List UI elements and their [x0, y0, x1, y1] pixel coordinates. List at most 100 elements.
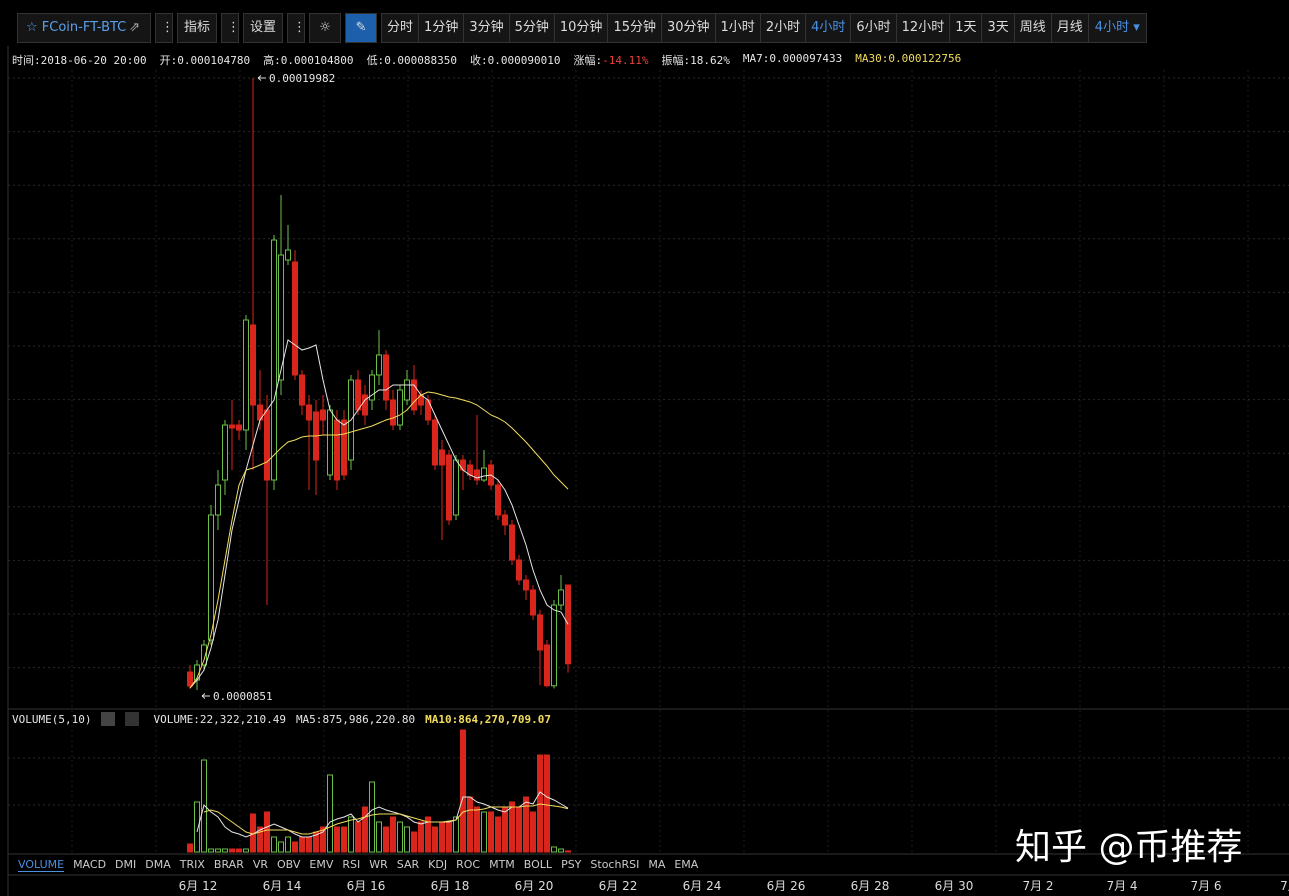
- price-marker: 0.00019982: [269, 72, 335, 85]
- menu[interactable]: ⋮: [221, 13, 240, 43]
- period-button[interactable]: 2小时: [760, 13, 807, 43]
- draw-button[interactable]: ✎: [345, 13, 378, 43]
- volume-bar: [460, 729, 466, 853]
- price-marker: 0.0000851: [213, 690, 273, 703]
- volume-bar: [446, 821, 452, 853]
- candle-body: [390, 399, 396, 426]
- info-item: MA7:0.000097433: [743, 52, 842, 68]
- period-button[interactable]: 月线: [1051, 13, 1089, 43]
- candle-body: [446, 454, 452, 521]
- indicator-tab[interactable]: SAR: [396, 858, 420, 871]
- candle-body: [306, 404, 312, 421]
- volume-info-item: MA5:875,986,220.80: [296, 713, 415, 726]
- indicator-tab[interactable]: DMA: [145, 858, 171, 871]
- date-label: 6月 22: [599, 879, 638, 893]
- volume-bar: [411, 831, 417, 853]
- info-item: MA30:0.000122756: [855, 52, 961, 68]
- indicator-tab[interactable]: VOLUME: [18, 858, 65, 872]
- volume-bar: [229, 848, 235, 853]
- period-button[interactable]: 1天: [950, 13, 983, 43]
- period-button[interactable]: 6小时: [851, 13, 897, 43]
- period-button[interactable]: 5分钟: [509, 13, 555, 43]
- candle-body: [299, 374, 305, 406]
- watermark: 知乎 @币推荐: [1015, 827, 1243, 868]
- period-button[interactable]: 1小时: [715, 13, 761, 43]
- menu[interactable]: ⋮: [287, 13, 306, 43]
- period-button[interactable]: 分时: [381, 13, 420, 43]
- indicator-tab[interactable]: RSI: [342, 858, 361, 871]
- settings-icon[interactable]: [101, 712, 116, 726]
- period-list: 分时 1分钟 3分钟 5分钟 10分钟 15分钟 30分钟 1小时 2小时 4小时 6小时 12小时 1…: [381, 13, 1089, 43]
- indicator-tab[interactable]: MA: [648, 858, 666, 871]
- volume-bar: [565, 850, 571, 853]
- candle-body: [243, 319, 249, 431]
- candle-body: [201, 644, 207, 666]
- candle-body: [222, 424, 228, 481]
- volume-bar: [299, 836, 305, 853]
- info-value: 2018-06-20 20:00: [40, 54, 147, 67]
- period-button[interactable]: 12小时: [896, 13, 951, 43]
- period-button[interactable]: 4小时: [806, 13, 852, 43]
- menu[interactable]: ⋮: [155, 13, 174, 43]
- settings-button[interactable]: 设置: [243, 13, 284, 43]
- candle-body: [544, 644, 550, 687]
- info-bar: 时间:2018-06-20 20:00 开:0.000104780 高:0.0001…: [12, 52, 961, 68]
- info-item: 涨幅:-14.11%: [574, 52, 649, 68]
- candle-body: [516, 559, 522, 581]
- info-label: 低:: [366, 54, 385, 67]
- close-icon[interactable]: [125, 712, 140, 726]
- info-value: 875,986,220.80: [322, 712, 416, 726]
- volume-bar: [327, 774, 333, 853]
- indicator-tab[interactable]: EMV: [309, 858, 334, 871]
- candle-body: [327, 409, 333, 476]
- date-label: 7月 6: [1190, 879, 1221, 893]
- period-button[interactable]: 3天: [982, 13, 1015, 43]
- volume-bar: [285, 836, 291, 853]
- period-button[interactable]: 周线: [1014, 13, 1052, 43]
- indicator-button[interactable]: 指标: [177, 13, 218, 43]
- indicator-tab[interactable]: BOLL: [523, 858, 553, 871]
- volume-bar: [215, 848, 221, 853]
- indicator-tab[interactable]: BRAR: [213, 858, 244, 871]
- indicator-tab[interactable]: StochRSI: [590, 858, 640, 871]
- indicator-tab[interactable]: PSY: [561, 858, 582, 871]
- indicator-tab[interactable]: OBV: [277, 858, 301, 871]
- volume-bar: [355, 821, 361, 853]
- period-dropdown[interactable]: 4小时 ▾: [1088, 13, 1147, 43]
- candle-body: [208, 514, 214, 641]
- info-label: 时间:: [12, 54, 41, 67]
- info-value: 0.000088350: [384, 54, 458, 67]
- indicator-tab[interactable]: DMI: [115, 858, 137, 871]
- indicator-tab[interactable]: EMA: [674, 858, 699, 871]
- candle-body: [355, 379, 361, 411]
- indicator-tab[interactable]: VR: [252, 858, 269, 871]
- symbol-button[interactable]: ☆ FCoin-FT-BTC ⇗: [17, 13, 151, 43]
- period-button[interactable]: 10分钟: [554, 13, 609, 43]
- indicator-tab[interactable]: KDJ: [428, 858, 448, 871]
- info-label: 振幅:: [661, 54, 691, 67]
- theme-button[interactable]: ☼: [309, 13, 342, 43]
- candle-body: [362, 394, 368, 416]
- candle-body: [397, 389, 403, 426]
- info-label: 收:: [470, 54, 488, 67]
- date-label: 6月 28: [851, 879, 890, 893]
- volume-bar: [495, 816, 501, 853]
- info-label: MA10:: [425, 712, 459, 726]
- period-button[interactable]: 15分钟: [608, 13, 662, 43]
- period-button[interactable]: 1分钟: [419, 13, 465, 43]
- candle-body: [376, 354, 382, 376]
- volume-bar: [222, 848, 228, 853]
- indicator-tab[interactable]: WR: [369, 858, 388, 871]
- indicator-tab[interactable]: MTM: [489, 858, 515, 871]
- indicator-tab[interactable]: ROC: [456, 858, 481, 871]
- period-button[interactable]: 30分钟: [661, 13, 716, 43]
- candle-body: [530, 589, 536, 616]
- indicator-tab[interactable]: MACD: [73, 858, 107, 871]
- period-button[interactable]: 3分钟: [464, 13, 510, 43]
- candle-body: [215, 484, 221, 516]
- indicator-tab[interactable]: TRIX: [179, 858, 205, 871]
- candle-body: [320, 409, 326, 421]
- volume-bar: [264, 811, 270, 853]
- date-label: 6月 26: [767, 879, 806, 893]
